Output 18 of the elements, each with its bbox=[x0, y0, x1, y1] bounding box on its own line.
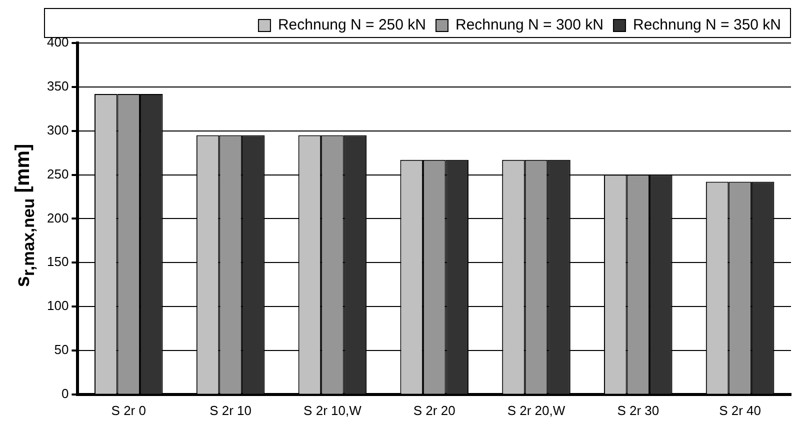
x-tick-label: S 2r 10,W bbox=[304, 402, 362, 418]
y-tick-label: 0 bbox=[61, 386, 69, 401]
x-tick-label: S 2r 0 bbox=[111, 402, 146, 418]
x-tick-label: S 2r 30 bbox=[617, 402, 660, 418]
x-tick-label: S 2r 20,W bbox=[507, 402, 566, 418]
y-tick-label: 100 bbox=[46, 298, 69, 314]
y-tick-label: 250 bbox=[46, 166, 69, 182]
x-tick-label: S 2r 10 bbox=[210, 402, 252, 418]
y-tick-label: 150 bbox=[46, 254, 69, 270]
y-tick-label: 350 bbox=[46, 78, 69, 94]
legend-label: Rechnung N = 350 kN bbox=[632, 16, 782, 34]
y-tick-label: 50 bbox=[54, 342, 69, 358]
x-tick-label: S 2r 40 bbox=[719, 402, 762, 418]
legend-label: Rechnung N = 300 kN bbox=[455, 16, 604, 34]
legend-label: Rechnung N = 250 kN bbox=[278, 16, 426, 34]
x-tick-label: S 2r 20 bbox=[413, 402, 456, 418]
y-tick-label: 200 bbox=[46, 210, 69, 226]
y-tick-label: 300 bbox=[46, 122, 69, 138]
